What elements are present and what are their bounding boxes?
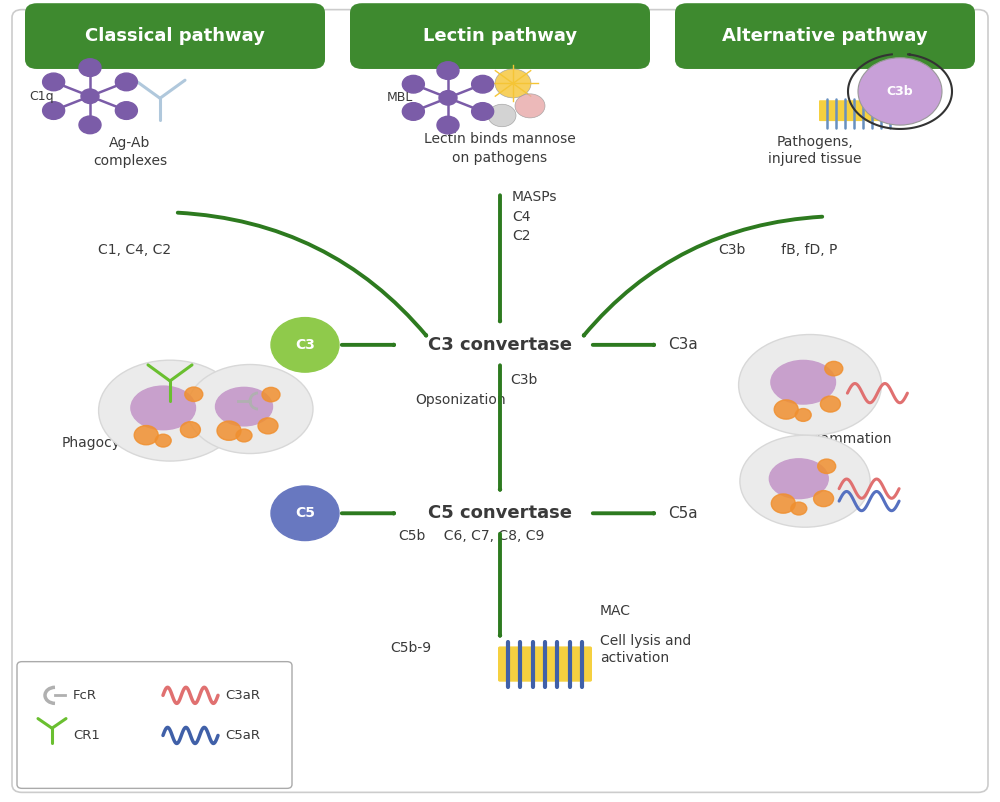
Circle shape: [858, 58, 942, 125]
Text: Opsonization: Opsonization: [415, 393, 506, 407]
Text: C3aR: C3aR: [225, 689, 260, 702]
Text: Pathogens,
injured tissue: Pathogens, injured tissue: [768, 135, 862, 166]
Circle shape: [81, 89, 99, 103]
Circle shape: [115, 102, 137, 119]
Circle shape: [115, 73, 137, 91]
Circle shape: [236, 429, 252, 442]
Circle shape: [825, 362, 843, 376]
Text: MAC: MAC: [600, 604, 631, 618]
Circle shape: [79, 59, 101, 76]
Circle shape: [814, 491, 834, 507]
Circle shape: [271, 318, 339, 372]
Circle shape: [271, 486, 339, 541]
Text: Cell lysis and
activation: Cell lysis and activation: [600, 634, 691, 665]
Text: Ag-Ab
complexes: Ag-Ab complexes: [93, 136, 167, 168]
Ellipse shape: [739, 334, 881, 435]
Circle shape: [402, 103, 424, 120]
Text: C3a: C3a: [668, 338, 698, 352]
Circle shape: [155, 434, 171, 447]
Text: C1, C4, C2: C1, C4, C2: [98, 243, 171, 257]
Text: C5: C5: [295, 506, 315, 520]
Circle shape: [437, 62, 459, 79]
Circle shape: [258, 418, 278, 434]
Text: C3: C3: [295, 338, 315, 352]
FancyBboxPatch shape: [350, 3, 650, 69]
Ellipse shape: [769, 459, 828, 499]
Circle shape: [43, 73, 65, 91]
Circle shape: [79, 116, 101, 134]
FancyBboxPatch shape: [675, 3, 975, 69]
Text: C5a: C5a: [668, 506, 698, 520]
Circle shape: [180, 422, 200, 438]
Ellipse shape: [131, 386, 196, 430]
Text: CR1: CR1: [73, 729, 100, 742]
Text: FcR: FcR: [73, 689, 97, 702]
Text: C5b: C5b: [398, 529, 425, 543]
Ellipse shape: [187, 364, 313, 454]
Circle shape: [472, 75, 494, 93]
Text: Inflammation: Inflammation: [800, 432, 893, 447]
Text: C3 convertase: C3 convertase: [428, 336, 572, 354]
Ellipse shape: [771, 360, 836, 404]
Circle shape: [515, 94, 545, 118]
Text: C5b-9: C5b-9: [390, 641, 431, 655]
Ellipse shape: [216, 387, 272, 426]
Text: C6, C7, C8, C9: C6, C7, C8, C9: [435, 529, 544, 543]
Circle shape: [439, 91, 457, 105]
Text: fB, fD, P: fB, fD, P: [768, 243, 837, 257]
Circle shape: [795, 408, 811, 421]
Circle shape: [472, 103, 494, 120]
FancyBboxPatch shape: [819, 100, 899, 121]
Circle shape: [818, 459, 836, 473]
FancyBboxPatch shape: [25, 3, 325, 69]
Circle shape: [134, 426, 158, 445]
Circle shape: [217, 421, 241, 440]
Text: MBL: MBL: [387, 91, 413, 104]
Ellipse shape: [740, 435, 870, 527]
Text: C3b: C3b: [887, 85, 913, 98]
Text: C5 convertase: C5 convertase: [428, 504, 572, 522]
Text: Lectin pathway: Lectin pathway: [423, 27, 577, 45]
Text: Classical pathway: Classical pathway: [85, 27, 265, 45]
Circle shape: [437, 116, 459, 134]
FancyBboxPatch shape: [498, 646, 592, 682]
Text: C5aR: C5aR: [225, 729, 260, 742]
Text: C3b: C3b: [510, 373, 537, 387]
Text: C1q: C1q: [30, 90, 54, 103]
Text: Phagocytosis: Phagocytosis: [62, 435, 153, 450]
Circle shape: [185, 387, 203, 402]
Circle shape: [402, 75, 424, 93]
Text: Alternative pathway: Alternative pathway: [722, 27, 928, 45]
Ellipse shape: [99, 360, 241, 461]
Text: MASPs
C4
C2: MASPs C4 C2: [512, 190, 558, 243]
Circle shape: [791, 502, 807, 515]
Text: Lectin binds mannose
on pathogens: Lectin binds mannose on pathogens: [424, 132, 576, 164]
FancyBboxPatch shape: [17, 662, 292, 788]
Circle shape: [774, 400, 798, 419]
Circle shape: [495, 69, 531, 98]
Text: C3b: C3b: [718, 243, 745, 257]
Circle shape: [771, 494, 795, 513]
Circle shape: [262, 387, 280, 402]
Circle shape: [488, 104, 516, 127]
Circle shape: [820, 396, 840, 412]
Circle shape: [43, 102, 65, 119]
